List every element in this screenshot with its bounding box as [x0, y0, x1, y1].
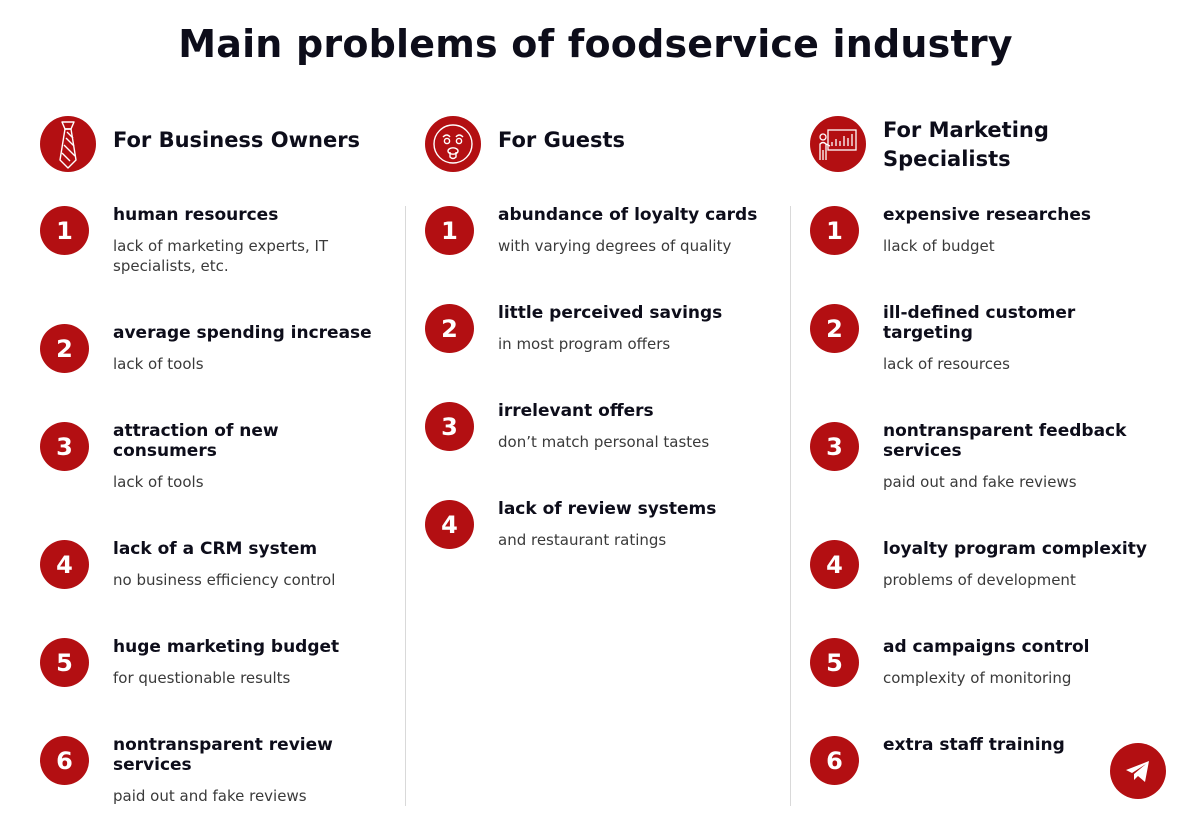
number-badge: 2	[40, 324, 89, 373]
column-business-owners: For Business Owners 1 human resources la…	[40, 116, 390, 805]
page-title: Main problems of foodservice industry	[178, 22, 1013, 66]
presentation-board-icon	[810, 116, 866, 172]
item-description: in most program offers	[498, 335, 671, 353]
number-badge: 3	[810, 422, 859, 471]
telegram-button[interactable]	[1110, 743, 1166, 799]
item-title: expensive researches	[883, 205, 1092, 225]
number-badge: 3	[425, 402, 474, 451]
item-title: huge marketing budget	[113, 637, 340, 657]
column-divider	[405, 206, 406, 806]
item-description: llack of budget	[883, 237, 995, 255]
number-badge: 5	[810, 638, 859, 687]
item-description: no business efficiency control	[113, 571, 336, 589]
item-title: extra staff training	[883, 735, 1065, 755]
item-description: paid out and fake reviews	[113, 787, 307, 805]
number-badge: 6	[40, 736, 89, 785]
column-title: For Business Owners	[113, 128, 361, 152]
item-description: lack of marketing experts, IT specialist…	[113, 237, 329, 275]
number-badge: 4	[40, 540, 89, 589]
item-title: lack of review systems	[498, 499, 717, 519]
number-badge: 6	[810, 736, 859, 785]
item-title: loyalty program complexity	[883, 539, 1147, 559]
item-title: attraction of new consumers	[113, 421, 279, 461]
item-description: lack of tools	[113, 355, 204, 373]
item-title: human resources	[113, 205, 279, 225]
column-header: For Marketing Specialists	[810, 116, 1160, 206]
number-badge: 1	[40, 206, 89, 255]
item-title: irrelevant offers	[498, 401, 654, 421]
column-marketing-specialists: For Marketing Specialists 1 expensive re…	[810, 116, 1160, 785]
number-badge: 1	[810, 206, 859, 255]
item-title: little perceived savings	[498, 303, 723, 323]
number-badge: 4	[425, 500, 474, 549]
column-divider	[790, 206, 791, 806]
item-title: abundance of loyalty cards	[498, 205, 758, 225]
item-title: ad campaigns control	[883, 637, 1090, 657]
shocked-face-icon	[425, 116, 481, 172]
number-badge: 2	[810, 304, 859, 353]
item-title: nontransparent feedback services	[883, 421, 1127, 461]
necktie-icon	[40, 116, 96, 172]
item-description: lack of resources	[883, 355, 1010, 373]
column-header: For Business Owners	[40, 116, 390, 206]
item-description: paid out and fake reviews	[883, 473, 1077, 491]
telegram-icon	[1126, 761, 1149, 782]
column-guests: For Guests 1 abundance of loyalty cards …	[425, 116, 775, 549]
column-header: For Guests	[425, 116, 775, 206]
item-description: and restaurant ratings	[498, 531, 667, 549]
number-badge: 4	[810, 540, 859, 589]
number-badge: 3	[40, 422, 89, 471]
item-description: lack of tools	[113, 473, 204, 491]
item-title: ill-defined customer targeting	[883, 303, 1076, 343]
item-title: average spending increase	[113, 323, 372, 343]
number-badge: 5	[40, 638, 89, 687]
column-title: For Marketing Specialists	[883, 118, 1049, 171]
column-title: For Guests	[498, 128, 626, 152]
item-title: lack of a CRM system	[113, 539, 318, 559]
item-title: nontransparent review services	[113, 735, 333, 775]
item-description: with varying degrees of quality	[498, 237, 732, 255]
item-description: don’t match personal tastes	[498, 433, 710, 451]
number-badge: 1	[425, 206, 474, 255]
number-badge: 2	[425, 304, 474, 353]
item-description: problems of development	[883, 571, 1076, 589]
item-description: for questionable results	[113, 669, 291, 687]
item-description: complexity of monitoring	[883, 669, 1072, 687]
